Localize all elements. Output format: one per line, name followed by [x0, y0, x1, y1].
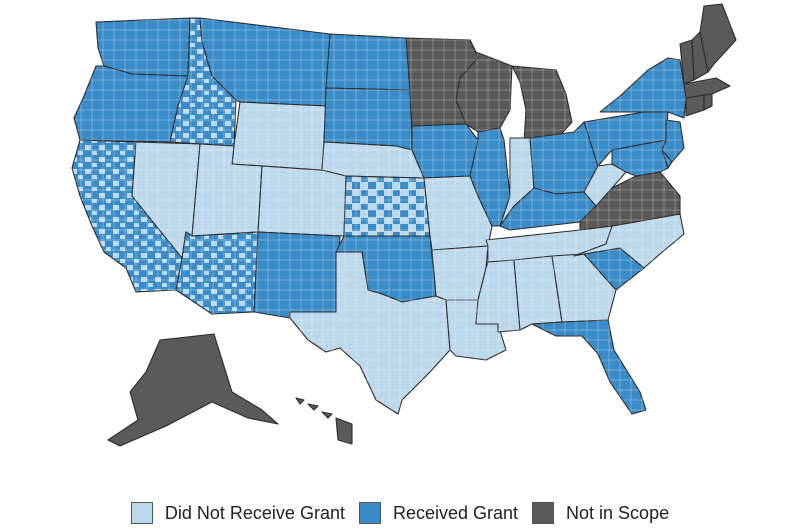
legend-label-did-not-receive: Did Not Receive Grant [164, 502, 345, 523]
state-nm [253, 231, 341, 319]
state-md [611, 139, 669, 177]
us-county-map [71, 3, 737, 447]
legend-swatch-did-not-receive [130, 502, 153, 524]
state-il [469, 127, 511, 227]
state-ma [683, 77, 731, 99]
legend-item-not-in-scope: Not in Scope [532, 502, 669, 524]
state-nd [325, 33, 411, 91]
state-ri [703, 93, 713, 111]
legend-label-received: Received Grant [392, 502, 519, 523]
state-ny [599, 57, 687, 119]
legend-swatch-not-in-scope [532, 502, 555, 524]
legend-label-not-in-scope: Not in Scope [566, 502, 670, 523]
state-me [699, 3, 737, 73]
state-or [73, 65, 189, 143]
county-grid [72, 18, 686, 414]
map-svg [71, 3, 737, 447]
state-ks [343, 175, 431, 237]
legend-item-received: Received Grant [358, 502, 519, 524]
state-sd [323, 87, 413, 151]
state-fl [531, 319, 647, 415]
legend-swatch-received [358, 502, 381, 524]
state-hi [295, 397, 353, 445]
county-lines [72, 18, 686, 414]
state-az [175, 231, 259, 315]
state-ak [107, 333, 279, 447]
legend-item-did-not-receive: Did Not Receive Grant [130, 502, 345, 524]
states-layer [71, 3, 737, 447]
state-co [257, 165, 347, 237]
state-va [579, 171, 681, 231]
legend: Did Not Receive Grant Received Grant Not… [0, 496, 800, 530]
state-de [661, 149, 673, 169]
